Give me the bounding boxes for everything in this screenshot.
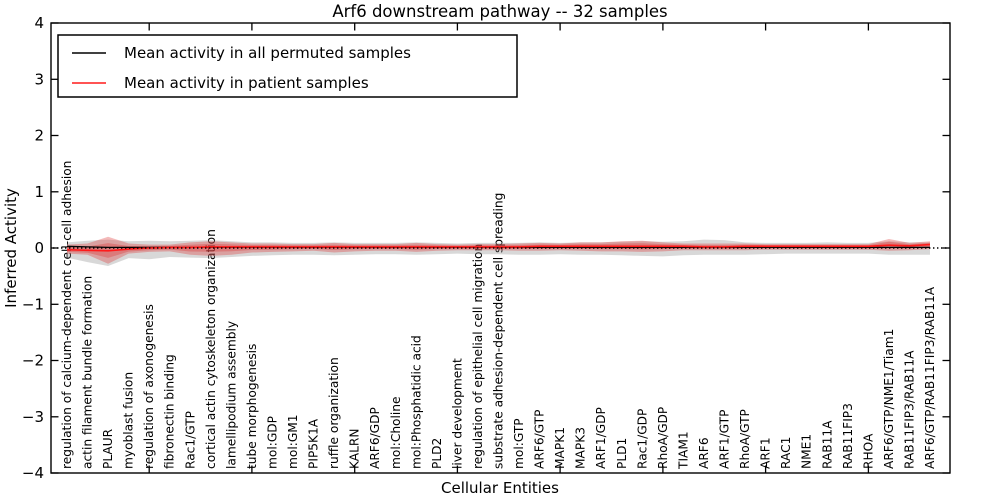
x-tick-label: regulation of epithelial cell migration bbox=[471, 244, 485, 469]
x-tick-label: ARF1/GDP bbox=[594, 407, 608, 469]
x-tick-label: ARF6/GTP/NME1/Tiam1 bbox=[882, 329, 896, 469]
x-tick-label: liver development bbox=[450, 358, 464, 469]
x-tick-label: actin filament bundle formation bbox=[81, 276, 95, 469]
x-tick-label: ARF6/GDP bbox=[368, 407, 382, 469]
legend-label-permuted: Mean activity in all permuted samples bbox=[124, 44, 411, 62]
y-tick-label: 3 bbox=[34, 70, 44, 88]
x-tick-label: RHOA bbox=[861, 433, 875, 469]
y-tick-label: 1 bbox=[34, 183, 44, 201]
band-patient bbox=[67, 236, 930, 264]
y-axis-label: Inferred Activity bbox=[2, 188, 20, 308]
x-tick-label: Rac1/GDP bbox=[635, 409, 649, 469]
chart-title: Arf6 downstream pathway -- 32 samples bbox=[332, 2, 667, 21]
x-tick-label: MAPK3 bbox=[574, 427, 588, 469]
x-tick-label: PLD2 bbox=[430, 438, 444, 469]
x-tick-label: regulation of axonogenesis bbox=[142, 304, 156, 469]
x-tick-label: mol:GTP bbox=[512, 418, 526, 469]
legend-label-patient: Mean activity in patient samples bbox=[124, 74, 369, 92]
x-tick-label: regulation of calcium-dependent cell-cel… bbox=[60, 161, 74, 469]
legend: Mean activity in all permuted samples Me… bbox=[57, 34, 518, 98]
x-tick-label: RhoA/GTP bbox=[738, 409, 752, 469]
ticks-layer: 4 3 2 1 0 −1 −2 −3 −4 bbox=[22, 14, 950, 482]
x-tick-label: tube morphogenesis bbox=[245, 344, 259, 469]
y-tick-label: −4 bbox=[22, 464, 44, 482]
x-tick-label: substrate adhesion-dependent cell spread… bbox=[492, 193, 506, 469]
x-tick-label: RAC1 bbox=[779, 437, 793, 469]
x-tick-label: lamellipodium assembly bbox=[224, 321, 238, 469]
x-tick-label: PLAUR bbox=[101, 428, 115, 469]
x-tick-label: RhoA/GDP bbox=[656, 407, 670, 469]
x-tick-label: PIP5K1A bbox=[307, 418, 321, 469]
x-tick-label: mol:GDP bbox=[266, 416, 280, 469]
x-tick-label: cortical actin cytoskeleton organization bbox=[204, 229, 218, 469]
x-tick-label: RAB11A bbox=[820, 420, 834, 469]
band-patient-inner bbox=[67, 241, 930, 258]
y-tick-label: 4 bbox=[34, 14, 44, 32]
x-tick-label: ARF1 bbox=[759, 437, 773, 469]
x-tick-label: ARF6/GTP bbox=[533, 410, 547, 469]
x-tick-label: Rac1/GTP bbox=[183, 411, 197, 469]
x-tick-label: PLD1 bbox=[615, 438, 629, 469]
y-tick-label: −2 bbox=[22, 352, 44, 370]
data-layer bbox=[53, 236, 948, 266]
x-tick-label: fibronectin binding bbox=[163, 354, 177, 469]
y-tick-label: −3 bbox=[22, 408, 44, 426]
y-tick-label: 0 bbox=[34, 239, 44, 257]
x-tick-label: myoblast fusion bbox=[122, 372, 136, 469]
x-tick-labels-layer: regulation of calcium-dependent cell-cel… bbox=[60, 161, 937, 470]
x-tick-label: RAB11FIP3/RAB11A bbox=[903, 350, 917, 469]
legend-box bbox=[57, 34, 518, 98]
x-tick-label: NME1 bbox=[800, 434, 814, 469]
x-tick-label: TIAM1 bbox=[676, 431, 690, 470]
x-tick-label: ARF6 bbox=[697, 437, 711, 469]
x-axis-label: Cellular Entities bbox=[441, 479, 559, 497]
x-tick-label: mol:Choline bbox=[389, 396, 403, 469]
y-tick-label: −1 bbox=[22, 295, 44, 313]
x-tick-label: KALRN bbox=[348, 429, 362, 470]
x-tick-label: MAPK1 bbox=[553, 427, 567, 469]
x-tick-label: ARF6/GTP/RAB11FIP3/RAB11A bbox=[923, 286, 937, 469]
x-tick-label: ruffle organization bbox=[327, 357, 341, 469]
x-tick-label: ARF1/GTP bbox=[718, 410, 732, 469]
mean-line-patient bbox=[66, 243, 931, 252]
y-tick-label: 2 bbox=[34, 127, 44, 145]
x-tick-label: mol:GM1 bbox=[286, 414, 300, 469]
x-tick-label: RAB11FIP3 bbox=[841, 403, 855, 469]
x-tick-label: mol:Phosphatidic acid bbox=[409, 335, 423, 469]
